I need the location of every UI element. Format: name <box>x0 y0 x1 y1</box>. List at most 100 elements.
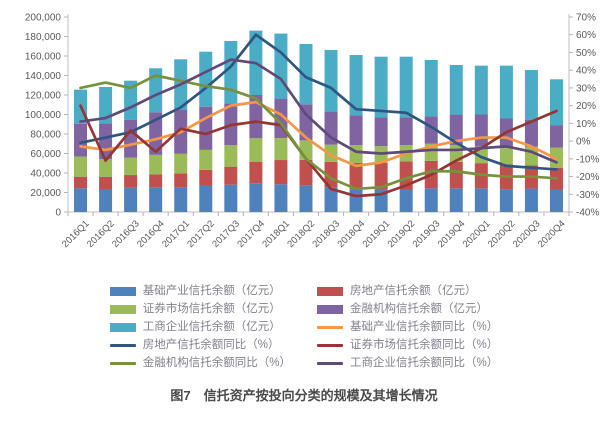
bar-segment <box>299 104 313 141</box>
legend-item: 房地产信托余额（亿元） <box>317 285 498 298</box>
bar-segment <box>149 187 163 212</box>
bar-segment <box>199 106 213 150</box>
bar-segment <box>349 189 363 212</box>
bar-segment <box>74 156 88 177</box>
bar-segment <box>224 40 238 104</box>
x-axis-label: 2020Q4 <box>536 218 568 250</box>
legend-label: 金融机构信托余额同比（%） <box>142 357 291 369</box>
bar-segment <box>274 33 288 99</box>
figure-caption: 图7 信托资产按投向分类的规模及其增长情况 <box>170 388 438 403</box>
left-axis-label: 120,000 <box>25 91 62 102</box>
bar-segment <box>549 125 563 148</box>
bar-segment <box>349 162 363 190</box>
legend-label: 基础产业信托余额（亿元） <box>142 285 281 297</box>
bar-segment <box>449 64 463 115</box>
legend-item: 基础产业信托余额（亿元） <box>109 285 291 298</box>
trend-line <box>79 33 558 171</box>
bar-segment <box>149 154 163 175</box>
legend-label: 金融机构信托余额（亿元） <box>350 303 488 315</box>
bar-segment <box>374 56 388 118</box>
right-axis-label: 60% <box>576 30 596 41</box>
left-axis-label: 160,000 <box>25 52 62 63</box>
bar-segment <box>124 187 138 212</box>
legend-item: 证券市场信托余额同比（%） <box>317 339 498 352</box>
bar-segment <box>324 187 338 212</box>
bar-segment <box>449 161 463 189</box>
bar-segment <box>249 183 263 212</box>
combo-chart-canvas: 0 20,000 40,000 60,000 80,000 100,000 120,000 1… <box>25 13 600 251</box>
legend-line-icon <box>109 362 136 365</box>
bar-segment <box>424 188 438 212</box>
bar-segment <box>149 174 163 188</box>
bar-segment <box>524 70 538 120</box>
bar-segment <box>399 117 413 146</box>
legend-swatch-icon <box>109 323 136 332</box>
bar-segment <box>299 159 313 186</box>
legend-item: 证券市场信托余额（亿元） <box>109 303 291 316</box>
bar-segment <box>74 176 88 189</box>
bar-segment <box>124 119 138 158</box>
bar-segment <box>124 175 138 188</box>
legend-label: 房地产信托余额（亿元） <box>350 285 477 297</box>
bar-segment <box>199 169 213 186</box>
legend-line-icon <box>317 326 343 329</box>
left-axis-label: 200,000 <box>25 13 62 24</box>
bar-segment <box>474 65 488 115</box>
bar-segment <box>149 68 163 113</box>
right-axis-label: 0% <box>576 137 591 148</box>
legend-label: 基础产业信托余额同比（%） <box>350 321 499 333</box>
bar-segment <box>99 158 113 177</box>
bar-segment <box>399 56 413 118</box>
bar-segment <box>499 189 513 212</box>
bar-segment <box>124 157 138 176</box>
legend-item: 金融机构信托余额同比（%） <box>109 357 291 370</box>
legend-item: 工商企业信托余额（亿元） <box>109 321 291 334</box>
bar-segment <box>99 87 113 124</box>
right-axis-label: 30% <box>576 83 596 94</box>
left-axis-label: 100,000 <box>25 110 62 121</box>
left-axis-label: 20,000 <box>30 188 61 199</box>
trend-line <box>79 58 558 164</box>
bar-segment <box>299 185 313 212</box>
legend-swatch-icon <box>317 305 343 314</box>
trend-line <box>79 100 558 168</box>
legend-item: 金融机构信托余额（亿元） <box>317 303 498 316</box>
bar-segment <box>499 147 513 165</box>
trust-assets-figure: 0 20,000 40,000 60,000 80,000 100,000 120,000 1… <box>25 13 600 404</box>
bar-segment <box>174 187 188 212</box>
bar-segment <box>324 49 338 112</box>
left-axis-label: 80,000 <box>30 130 61 141</box>
bar-segment <box>549 79 563 126</box>
bar-segment <box>99 176 113 189</box>
bar-segment <box>224 145 238 167</box>
right-axis-label: -30% <box>576 190 599 201</box>
legend-swatch-icon <box>109 305 136 314</box>
bar-segment <box>274 138 288 161</box>
bar-segment <box>474 114 488 147</box>
right-axis-label: 40% <box>576 66 596 77</box>
bar-segment <box>449 114 463 146</box>
right-axis-label: -10% <box>576 154 599 165</box>
legend-label: 工商企业信托余额同比（%） <box>350 357 499 369</box>
bar-segment <box>449 188 463 212</box>
bar-segment <box>474 188 488 212</box>
bar-segment <box>524 119 538 147</box>
legend-item: 工商企业信托余额同比（%） <box>317 357 498 370</box>
legend-label: 证券市场信托余额（亿元） <box>142 303 281 315</box>
bar-segment <box>99 188 113 212</box>
legend-item: 房地产信托余额同比（%） <box>109 339 291 352</box>
legend-label: 证券市场信托余额同比（%） <box>350 339 499 351</box>
bar-segment <box>199 149 213 170</box>
bar-segment <box>199 185 213 212</box>
bar-segment <box>74 188 88 212</box>
bar-segment <box>174 153 188 174</box>
legend-line-icon <box>317 344 343 347</box>
bar-segment <box>224 184 238 212</box>
bar-segment <box>374 117 388 147</box>
bar-segment <box>349 55 363 116</box>
legend-line-icon <box>109 344 136 347</box>
bar-segment <box>349 115 363 146</box>
legend-label: 房地产信托余额同比（%） <box>142 339 280 351</box>
left-axis-label: 180,000 <box>25 32 62 43</box>
right-axis-label: 20% <box>576 101 596 112</box>
